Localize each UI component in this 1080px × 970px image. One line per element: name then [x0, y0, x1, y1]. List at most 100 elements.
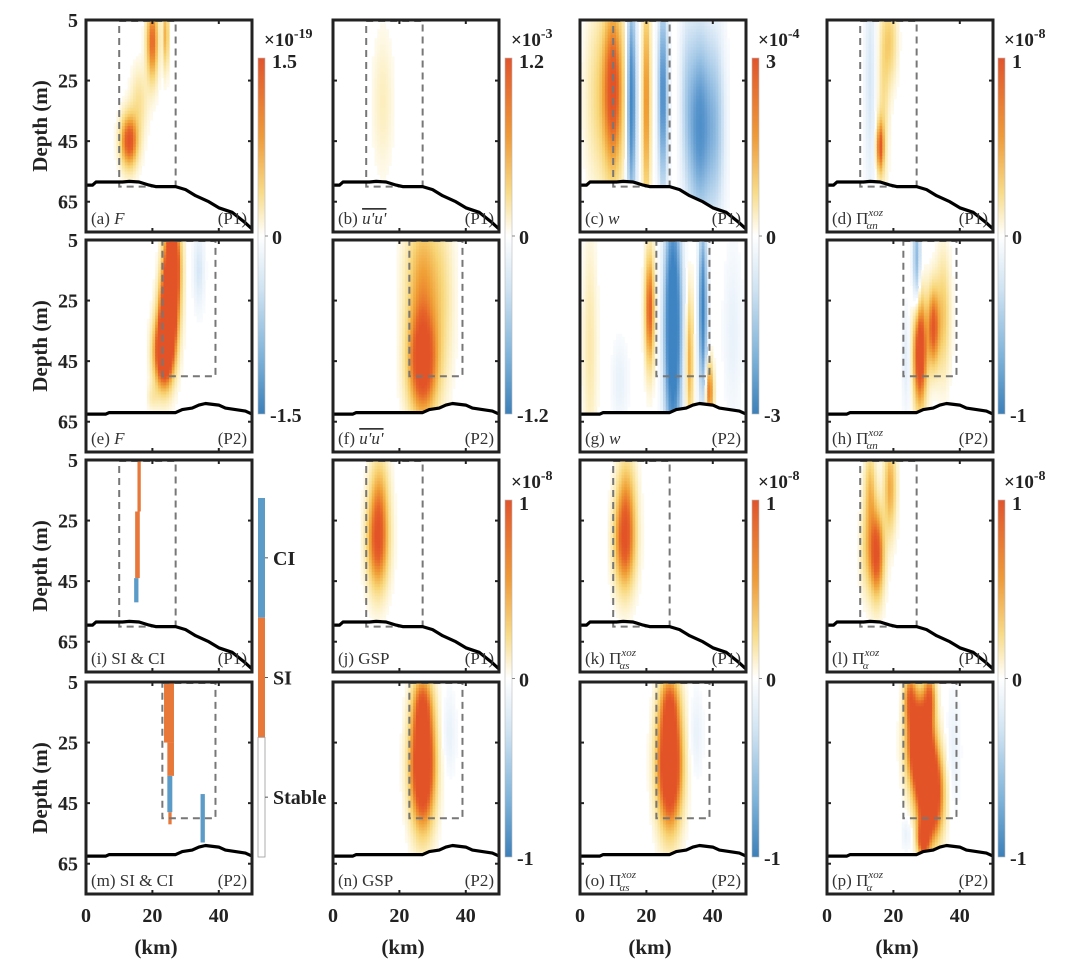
heatmap-cell — [599, 168, 603, 173]
heatmap-cell — [632, 41, 636, 45]
heatmap-cell — [710, 101, 714, 106]
heatmap-cell — [632, 59, 636, 63]
heatmap-cell — [707, 162, 711, 166]
heatmap-cell — [696, 189, 700, 194]
heatmap-cell — [665, 147, 670, 151]
heatmap-cell — [629, 29, 634, 33]
heatmap-cell — [879, 71, 883, 76]
heatmap-cell — [135, 153, 140, 157]
heatmap-cell — [698, 89, 703, 94]
heatmap-cell — [621, 101, 625, 106]
heatmap-cell — [607, 126, 612, 130]
heatmap-cell — [657, 68, 661, 73]
heatmap-cell — [621, 29, 625, 33]
heatmap-cell — [635, 44, 639, 48]
heatmap-cell — [377, 35, 381, 39]
heatmap-cell — [676, 77, 681, 82]
heatmap-cell — [602, 95, 606, 100]
heatmap-cell — [663, 135, 667, 139]
heatmap-cell — [668, 113, 672, 118]
heatmap-cell — [635, 162, 639, 166]
heatmap-cell — [602, 68, 606, 73]
heatmap-cell — [632, 50, 636, 54]
heatmap-cell — [593, 71, 598, 76]
heatmap-cell — [882, 101, 886, 106]
heatmap-cell — [701, 95, 706, 100]
heatmap-cell — [385, 126, 389, 130]
heatmap-cell — [646, 23, 650, 27]
heatmap-cell — [635, 153, 639, 157]
heatmap-cell — [643, 95, 647, 100]
heatmap-cell — [879, 77, 883, 82]
heatmap-cell — [879, 20, 883, 24]
heatmap-cell — [701, 189, 706, 194]
heatmap-cell — [382, 92, 387, 97]
heatmap-cell — [374, 80, 378, 85]
heatmap-cell — [643, 159, 647, 163]
heatmap-cell — [887, 141, 892, 145]
heatmap-cell — [627, 119, 631, 124]
heatmap-cell — [152, 41, 156, 45]
heatmap-cell — [865, 147, 870, 151]
heatmap-cell — [687, 113, 692, 118]
heatmap-cell — [377, 141, 381, 145]
heatmap-cell — [887, 147, 892, 151]
heatmap-cell — [715, 86, 719, 91]
heatmap-cell — [871, 50, 875, 54]
heatmap-cell — [687, 35, 692, 39]
heatmap-cell — [138, 135, 142, 139]
heatmap-cell — [124, 107, 129, 112]
heatmap-cell — [726, 74, 730, 79]
heatmap-cell — [712, 147, 717, 151]
heatmap-cell — [160, 26, 165, 30]
heatmap-cell — [685, 119, 689, 124]
heatmap-cell — [663, 132, 667, 136]
heatmap-cell — [604, 150, 609, 154]
heatmap-cell — [874, 56, 878, 60]
heatmap-cell — [599, 83, 603, 88]
heatmap-cell — [710, 174, 714, 179]
heatmap-cell — [718, 44, 722, 48]
heatmap-cell — [135, 174, 140, 179]
heatmap-cell — [163, 44, 167, 48]
heatmap-cell — [693, 104, 697, 109]
heatmap-cell — [896, 50, 900, 54]
heatmap-cell — [610, 92, 614, 97]
heatmap-cell — [580, 95, 584, 100]
heatmap-cell — [133, 101, 137, 106]
heatmap-cell — [660, 159, 664, 163]
heatmap-cell — [607, 32, 612, 36]
heatmap-cell — [690, 110, 695, 115]
heatmap-cell — [710, 47, 714, 51]
heatmap-cell — [868, 32, 872, 36]
heatmap-cell — [893, 74, 897, 79]
heatmap-cell — [896, 32, 900, 36]
heatmap-cell — [879, 141, 883, 145]
heatmap-cell — [629, 144, 634, 148]
heatmap-cell — [696, 95, 700, 100]
heatmap-cell — [604, 47, 609, 51]
heatmap-cell — [607, 159, 612, 163]
heatmap-cell — [665, 41, 670, 45]
heatmap-cell — [643, 23, 647, 27]
heatmap-cell — [668, 126, 672, 130]
heatmap-cell — [604, 95, 609, 100]
heatmap-cell — [144, 47, 148, 51]
heatmap-cell — [149, 23, 153, 27]
heatmap-cell — [610, 38, 614, 42]
heatmap-cell — [607, 89, 612, 94]
heatmap-cell — [157, 53, 162, 57]
heatmap-cell — [615, 150, 620, 154]
heatmap-cell — [607, 129, 612, 133]
heatmap-cell — [704, 180, 708, 185]
heatmap-cell — [862, 159, 867, 163]
heatmap-cell — [649, 95, 653, 100]
heatmap-cell — [668, 165, 672, 169]
heatmap-cell — [862, 156, 867, 160]
heatmap-cell — [696, 44, 700, 48]
heatmap-cell — [646, 110, 650, 115]
heatmap-cell — [715, 141, 719, 145]
heatmap-cell — [646, 95, 650, 100]
heatmap-cell — [874, 32, 878, 36]
heatmap-cell — [721, 26, 725, 30]
